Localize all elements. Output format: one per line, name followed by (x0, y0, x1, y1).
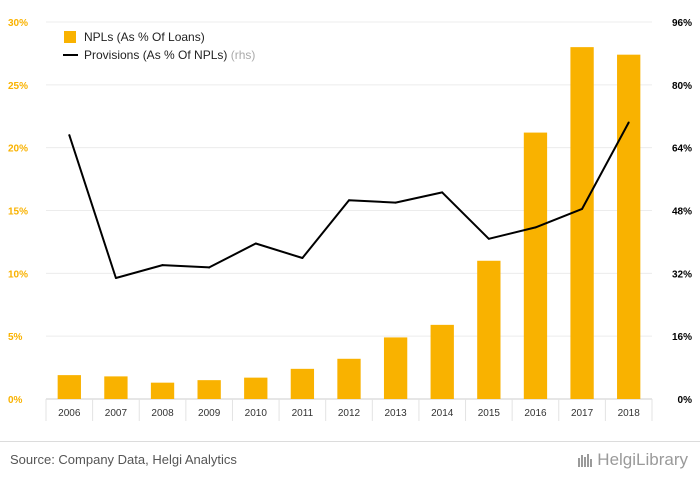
line-point-2013 (394, 201, 397, 204)
left-tick-label: 30% (8, 18, 28, 29)
right-tick-label: 64% (672, 144, 692, 155)
legend-label-provisions: Provisions (As % Of NPLs) (rhs) (84, 48, 255, 62)
brand-logo: HelgiLibrary (577, 450, 688, 470)
chart-footer: Source: Company Data, Helgi Analytics He… (0, 441, 700, 484)
right-tick-label: 16% (672, 332, 692, 343)
legend-rhs-suffix: (rhs) (231, 48, 256, 62)
legend: NPLs (As % Of Loans) Provisions (As % Of … (63, 30, 255, 62)
line-point-2010 (254, 242, 257, 245)
right-tick-label: 48% (672, 207, 692, 218)
x-tick-label: 2009 (198, 408, 221, 419)
x-tick-label: 2015 (478, 408, 501, 419)
left-tick-label: 0% (8, 395, 23, 406)
x-tick-label: 2008 (151, 408, 174, 419)
x-tick-label: 2007 (105, 408, 128, 419)
bar-2015 (477, 260, 501, 399)
left-tick-label: 15% (8, 207, 28, 218)
x-tick-label: 2014 (431, 408, 454, 419)
right-tick-label: 96% (672, 18, 692, 29)
bar-2017 (570, 47, 594, 400)
right-tick-label: 32% (672, 269, 692, 280)
x-tick-label: 2006 (58, 408, 81, 419)
bar-2009 (197, 380, 221, 399)
chart-svg: 0% 5% 10% 15% 20% 25% 30% 0% 16% 32% 48% 64% 80% 96% 2… (8, 18, 692, 421)
line-point-2012 (348, 199, 350, 202)
legend-label-npls: NPLs (As % Of Loans) (84, 30, 205, 44)
line-series (68, 121, 630, 280)
bar-2006 (57, 375, 81, 399)
line-point-2011 (301, 257, 304, 260)
bar-series (57, 47, 641, 400)
line-point-2018 (627, 121, 630, 124)
left-tick-label: 5% (8, 332, 23, 343)
source-note: Source: Company Data, Helgi Analytics (10, 452, 237, 467)
right-tick-label: 80% (672, 81, 692, 92)
bar-2011 (290, 368, 315, 399)
left-tick-label: 20% (8, 144, 28, 155)
right-tick-label: 0% (678, 395, 693, 406)
brand-name: HelgiLibrary (597, 450, 688, 469)
bar-2018 (617, 54, 641, 399)
bar-2016 (523, 132, 548, 399)
x-tick-label: 2011 (292, 408, 314, 419)
line-point-2015 (487, 237, 490, 240)
line-point-2016 (534, 226, 537, 229)
line-point-2014 (441, 191, 444, 194)
x-tick-label: 2016 (524, 408, 547, 419)
x-tick-label: 2018 (618, 408, 641, 419)
axes: 0% 5% 10% 15% 20% 25% 30% 0% 16% 32% 48% 64% 80% 96% 2… (8, 18, 692, 419)
bar-2014 (430, 324, 454, 399)
bar-2010 (244, 377, 268, 399)
line-point-2017 (581, 207, 584, 210)
bar-2013 (383, 337, 408, 399)
line-point-2007 (114, 277, 117, 280)
library-icon (578, 454, 593, 467)
grid-lines (45, 21, 653, 421)
line-point-2008 (161, 264, 164, 267)
x-tick-label: 2013 (384, 408, 407, 419)
left-tick-label: 10% (8, 269, 28, 280)
line-point-2009 (208, 266, 211, 269)
x-tick-label: 2010 (245, 408, 268, 419)
line-point-2006 (68, 134, 71, 137)
bar-2012 (337, 358, 361, 399)
left-tick-label: 25% (8, 81, 28, 92)
bar-2008 (150, 382, 175, 399)
legend-swatch-npls (64, 31, 76, 43)
bar-2007 (104, 376, 128, 399)
x-tick-label: 2012 (338, 408, 361, 419)
x-tick-label: 2017 (571, 408, 594, 419)
